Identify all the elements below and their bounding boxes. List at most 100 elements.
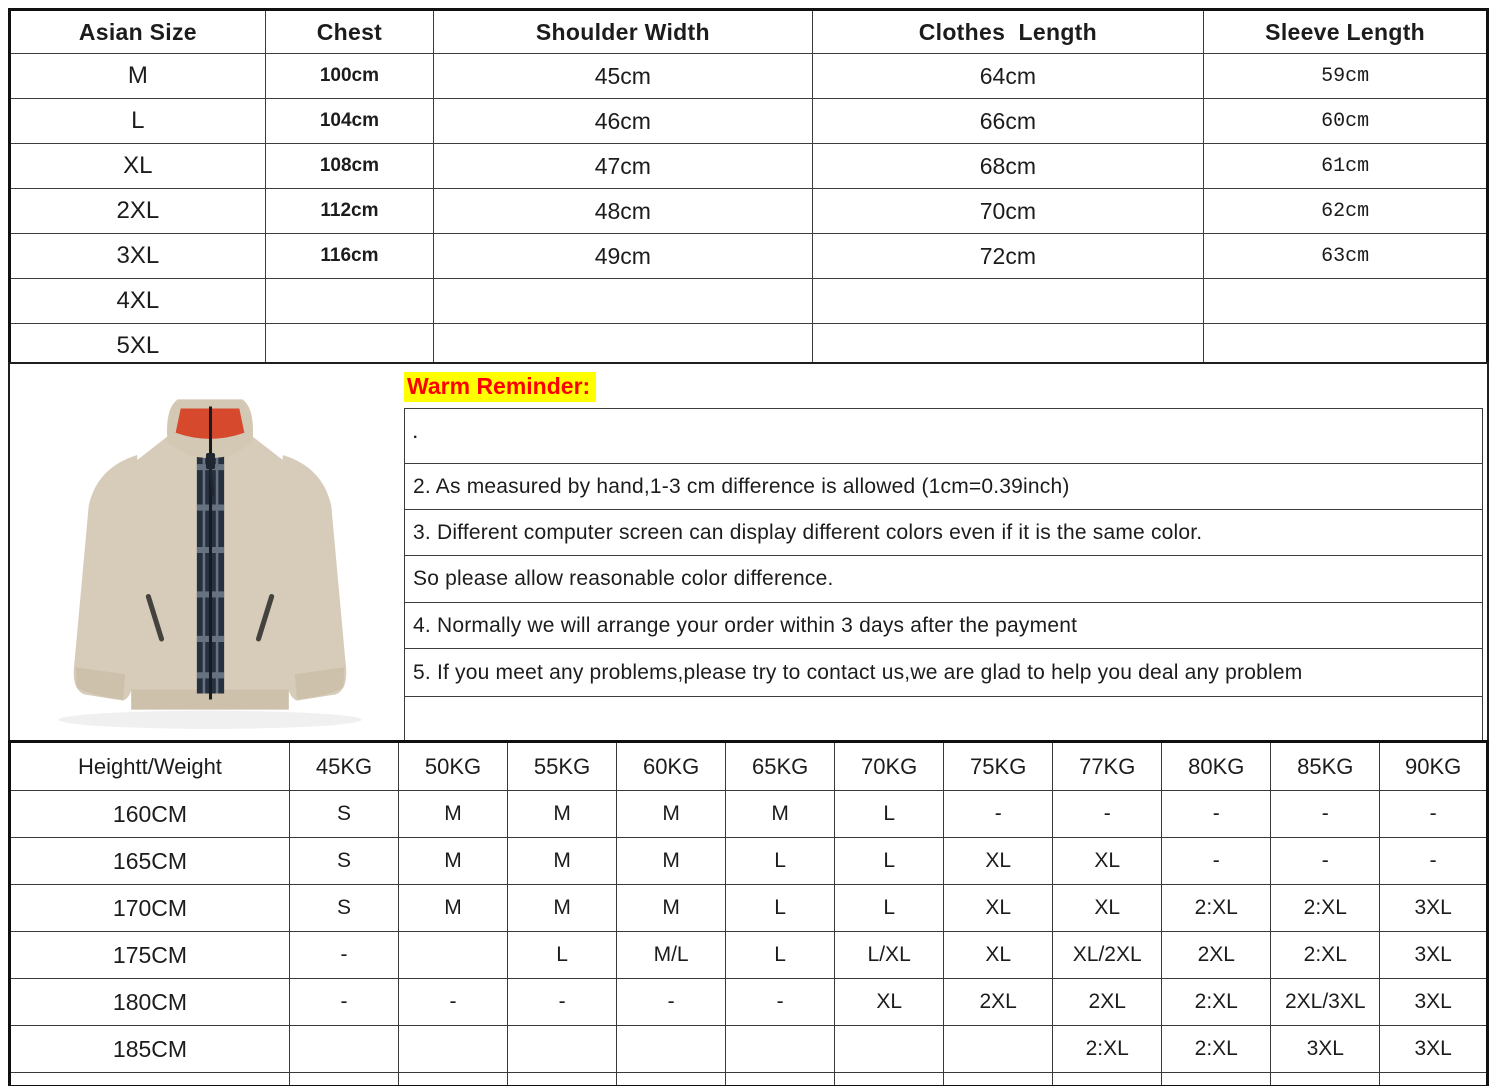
fit-table-stub-row xyxy=(9,1072,1488,1086)
fit-size-cell: 2XL xyxy=(943,978,1054,1026)
fit-column-header: 75KG xyxy=(943,741,1054,791)
size-table-row: XL 108cm 47cm 68cm 61cm xyxy=(9,143,1488,189)
reminder-line: 4. Normally we will arrange your order w… xyxy=(405,603,1482,649)
reminder-box: . 2. As measured by hand,1-3 cm differenc… xyxy=(404,408,1483,740)
fit-size-cell: - xyxy=(1270,837,1381,885)
fit-row-label: 170CM xyxy=(9,884,290,932)
size-cell-size: 4XL xyxy=(9,278,266,324)
size-cell-shoulder: 48cm xyxy=(433,188,813,234)
size-cell-shoulder: 49cm xyxy=(433,233,813,279)
fit-size-cell: - xyxy=(1379,790,1488,838)
size-cell-clothes: 72cm xyxy=(811,233,1205,279)
fit-table-header-row: Heightt/Weight 45KG 50KG 55KG 60KG 65KG 70KG 75… xyxy=(9,741,1488,791)
fit-table-row: 160CM S M M M M L - - - - - xyxy=(9,790,1488,838)
fit-size-cell: - xyxy=(1052,790,1163,838)
fit-size-cell: XL xyxy=(943,837,1054,885)
fit-size-cell xyxy=(834,1025,945,1073)
fit-size-cell: - xyxy=(1161,790,1272,838)
fit-size-cell: L xyxy=(507,931,618,979)
fit-size-cell xyxy=(507,1025,618,1073)
fit-size-cell: - xyxy=(1161,837,1272,885)
fit-stub-cell xyxy=(1161,1072,1272,1086)
size-cell-size: L xyxy=(9,98,266,144)
reminder-section: Warm Reminder: . 2. As measured by hand,1… xyxy=(8,362,1489,742)
size-table: Asian Size Chest Shoulder Width Clothes Len… xyxy=(8,8,1489,371)
fit-size-cell: M xyxy=(616,790,727,838)
size-cell-shoulder: 45cm xyxy=(433,53,813,99)
fit-column-header: 65KG xyxy=(725,741,836,791)
size-cell-sleeve: 60cm xyxy=(1203,98,1488,144)
fit-table-row: 180CM - - - - - XL 2XL 2XL 2:XL 2XL/3XL 3XL xyxy=(9,978,1488,1026)
size-cell-clothes: 64cm xyxy=(811,53,1205,99)
size-table-body: M 100cm 45cm 64cm 59cm L 104cm 46cm 66cm 60cm XL 10… xyxy=(9,53,1488,370)
fit-size-cell: XL xyxy=(943,931,1054,979)
fit-column-header: Heightt/Weight xyxy=(9,741,290,791)
fit-size-cell: 2:XL xyxy=(1161,978,1272,1026)
fit-size-cell: - xyxy=(943,790,1054,838)
fit-stub-cell xyxy=(1270,1072,1381,1086)
size-cell-chest: 116cm xyxy=(264,233,435,279)
fit-size-cell xyxy=(398,931,509,979)
fit-size-cell: - xyxy=(507,978,618,1026)
fit-size-cell: L xyxy=(834,837,945,885)
size-cell-sleeve: 62cm xyxy=(1203,188,1488,234)
reminder-line: . xyxy=(405,409,1482,464)
fit-size-cell: S xyxy=(288,790,400,838)
reminder-line xyxy=(405,697,1482,740)
fit-column-header: 70KG xyxy=(834,741,945,791)
fit-size-cell: XL xyxy=(1052,884,1163,932)
fit-size-cell: M xyxy=(398,884,509,932)
fit-stub-cell xyxy=(616,1072,727,1086)
size-cell-sleeve: 63cm xyxy=(1203,233,1488,279)
size-cell-clothes: 66cm xyxy=(811,98,1205,144)
size-cell-shoulder: 46cm xyxy=(433,98,813,144)
size-table-row: 3XL 116cm 49cm 72cm 63cm xyxy=(9,233,1488,279)
fit-size-cell: 2:XL xyxy=(1161,1025,1272,1073)
fit-stub-cell xyxy=(288,1072,400,1086)
fit-size-cell: - xyxy=(398,978,509,1026)
size-cell-clothes: 68cm xyxy=(811,143,1205,189)
size-cell-size: XL xyxy=(9,143,266,189)
fit-size-cell: - xyxy=(1270,790,1381,838)
fit-size-cell: - xyxy=(1379,837,1488,885)
size-column-header: Sleeve Length xyxy=(1203,9,1488,54)
fit-size-cell xyxy=(398,1025,509,1073)
size-cell-sleeve xyxy=(1203,278,1488,324)
size-table-row: 4XL xyxy=(9,278,1488,324)
fit-size-cell: 3XL xyxy=(1270,1025,1381,1073)
fit-column-header: 90KG xyxy=(1379,741,1488,791)
fit-size-cell: XL xyxy=(943,884,1054,932)
fit-row-label: 175CM xyxy=(9,931,290,979)
fit-table: Heightt/Weight 45KG 50KG 55KG 60KG 65KG 70KG 75… xyxy=(8,740,1489,1086)
fit-size-cell: L xyxy=(834,790,945,838)
size-cell-sleeve: 59cm xyxy=(1203,53,1488,99)
fit-size-cell: - xyxy=(725,978,836,1026)
fit-column-header: 80KG xyxy=(1161,741,1272,791)
fit-size-cell: 2:XL xyxy=(1270,931,1381,979)
size-column-header: Shoulder Width xyxy=(433,9,813,54)
size-table-row: M 100cm 45cm 64cm 59cm xyxy=(9,53,1488,99)
fit-size-cell: L xyxy=(834,884,945,932)
fit-size-cell: 2:XL xyxy=(1161,884,1272,932)
fit-stub-cell xyxy=(398,1072,509,1086)
fit-size-cell xyxy=(288,1025,400,1073)
fit-column-header: 60KG xyxy=(616,741,727,791)
fit-column-header: 77KG xyxy=(1052,741,1163,791)
fit-row-label: 165CM xyxy=(9,837,290,885)
fit-size-cell: M xyxy=(616,837,727,885)
fit-column-header: 55KG xyxy=(507,741,618,791)
fit-table-row: 175CM - L M/L L L/XL XL XL/2XL 2XL 2:XL 3XL xyxy=(9,931,1488,979)
fit-size-cell: M/L xyxy=(616,931,727,979)
fit-size-cell: 3XL xyxy=(1379,1025,1488,1073)
fit-size-cell xyxy=(725,1025,836,1073)
fit-size-cell: 2XL xyxy=(1161,931,1272,979)
size-column-header: Asian Size xyxy=(9,9,266,54)
fit-row-label: 185CM xyxy=(9,1025,290,1073)
fit-table-row: 185CM 2:XL 2:XL 3XL 3XL xyxy=(9,1025,1488,1073)
size-cell-chest: 108cm xyxy=(264,143,435,189)
size-column-header: Chest xyxy=(264,9,435,54)
fit-size-cell: - xyxy=(288,978,400,1026)
size-column-header: Clothes Length xyxy=(811,9,1205,54)
fit-size-cell: 3XL xyxy=(1379,931,1488,979)
